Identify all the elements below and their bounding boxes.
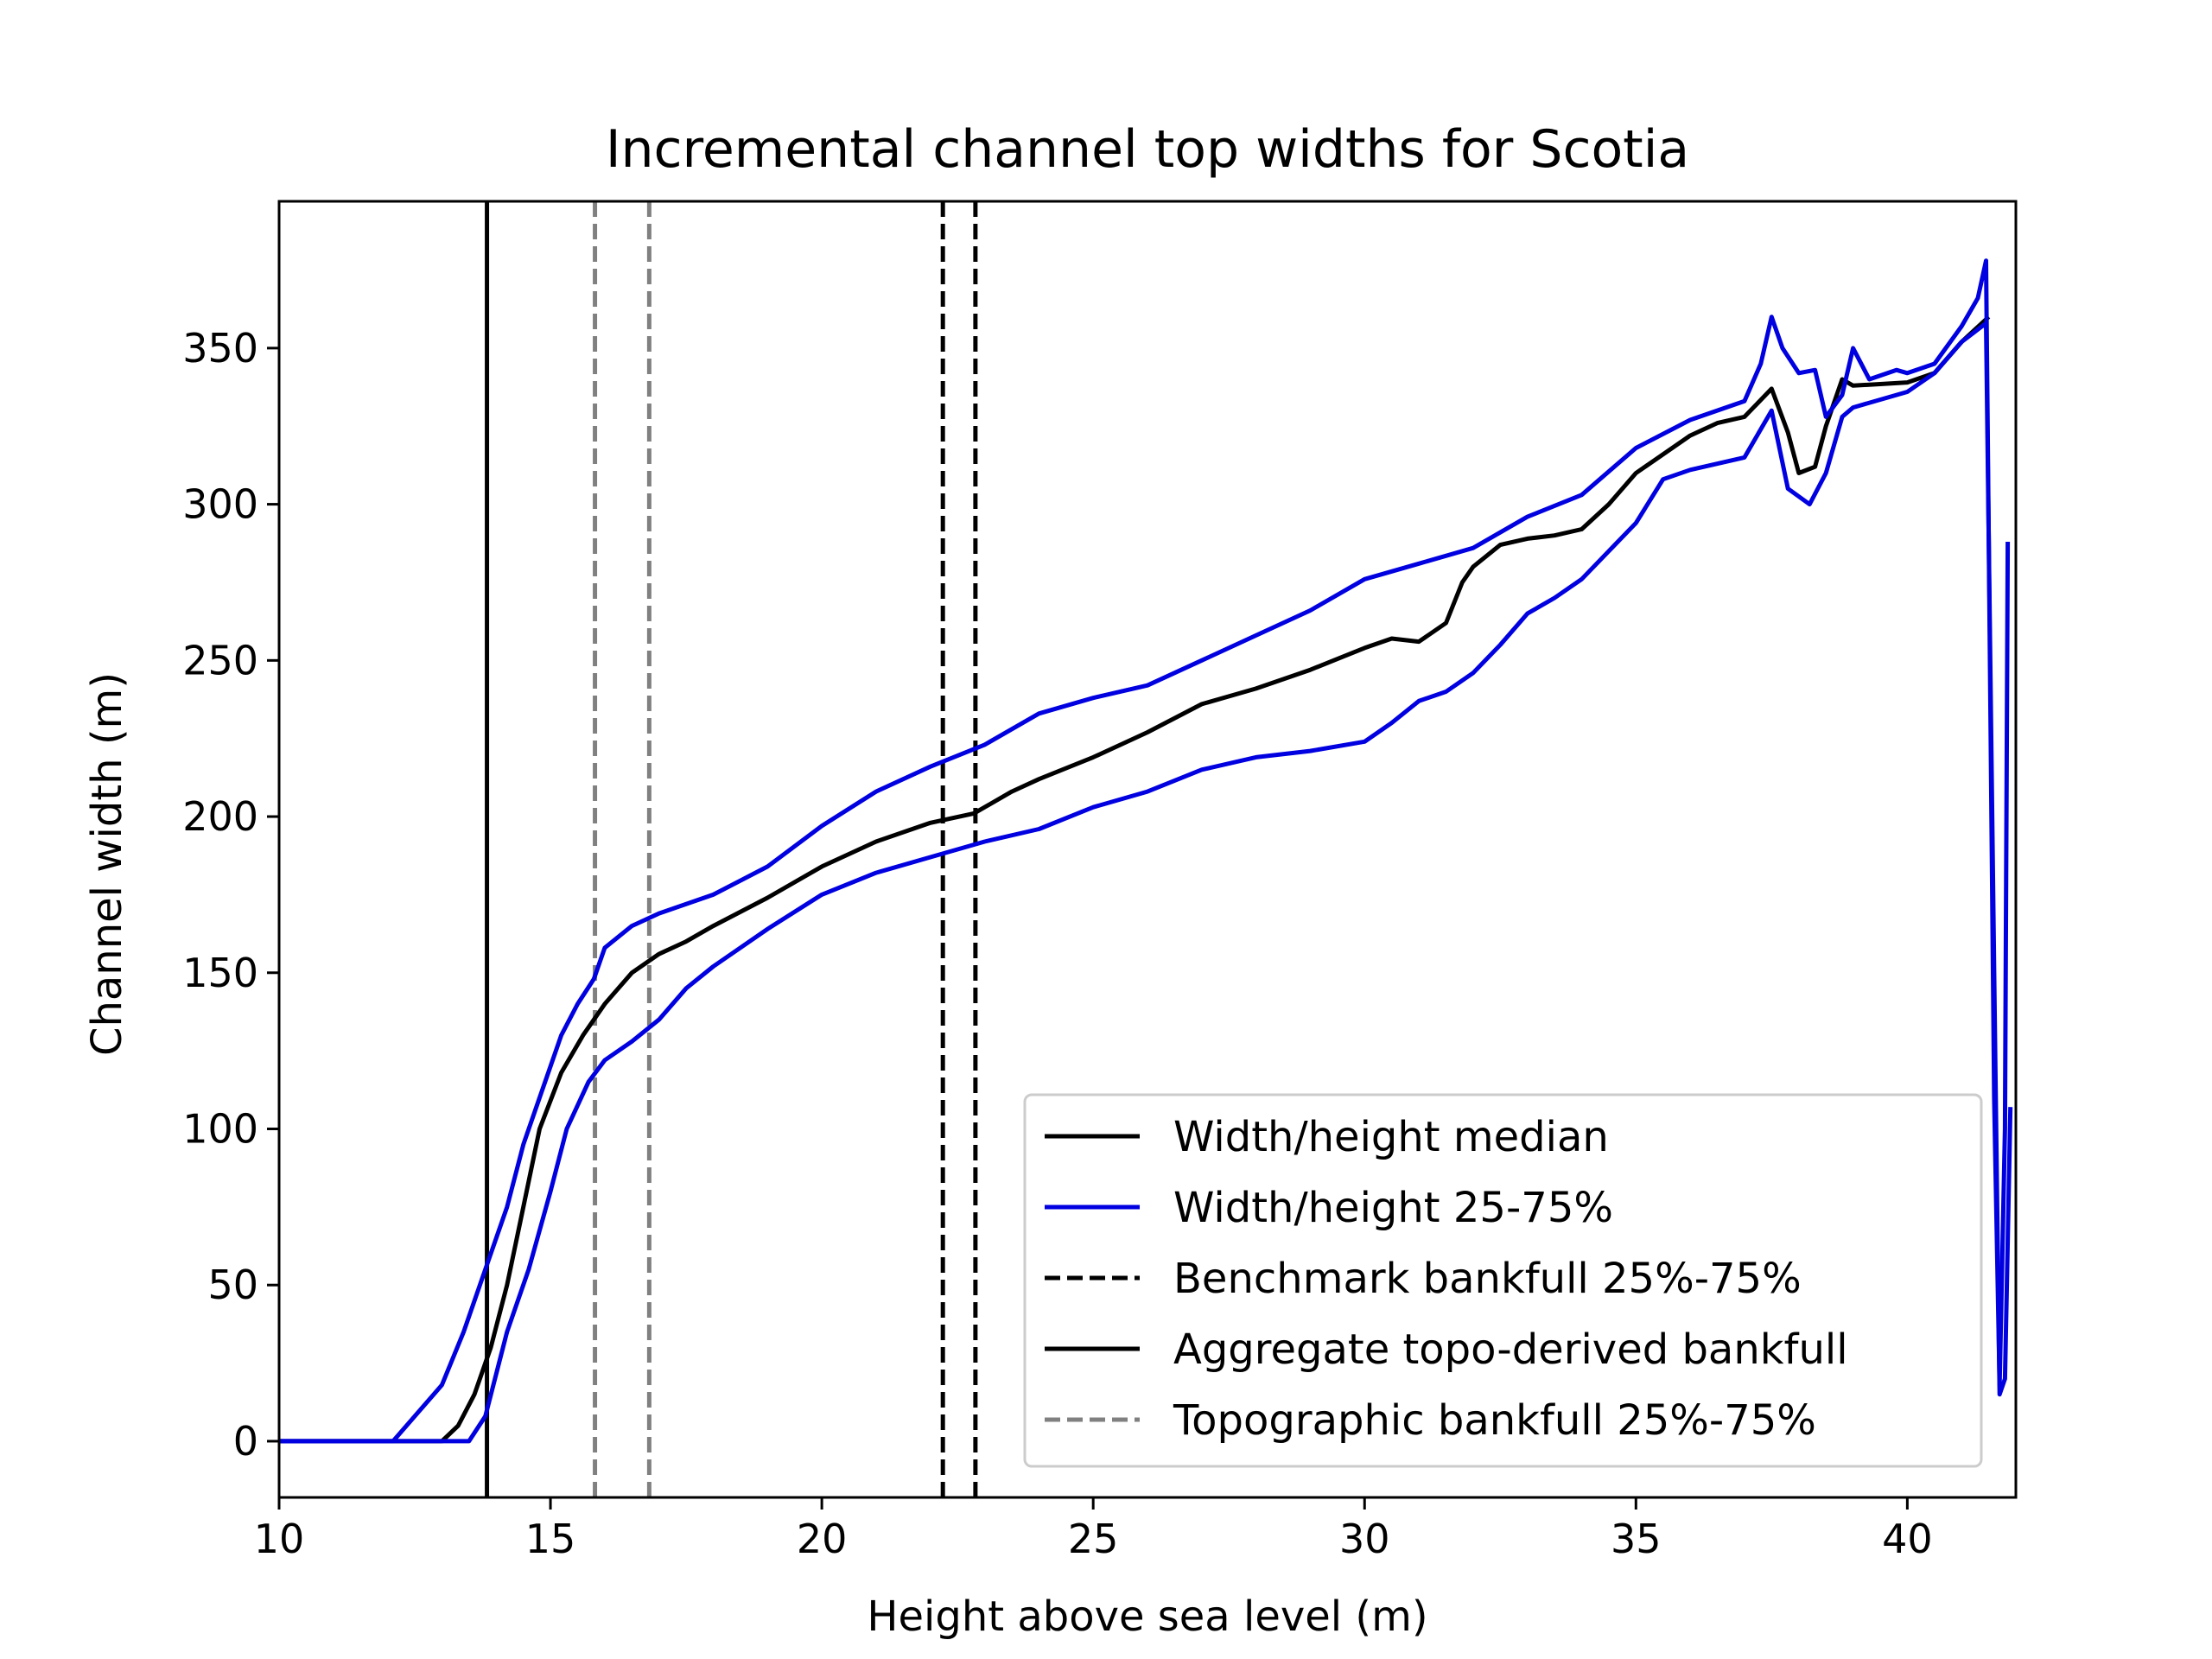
y-tick-label: 100	[182, 1105, 258, 1152]
x-axis: 10 15 20 25 30 35 40	[254, 1497, 1933, 1562]
y-tick-label: 200	[182, 793, 258, 840]
legend-label: Width/height 25-75%	[1173, 1184, 1613, 1232]
series-line-width-height-median	[279, 315, 1991, 1444]
legend-label: Aggregate topo-derived bankfull	[1173, 1325, 1848, 1374]
y-tick-label: 50	[207, 1262, 258, 1308]
legend: Width/height median Width/height 25-75% Be…	[1023, 1093, 1983, 1468]
y-tick-label: 250	[182, 637, 258, 683]
x-axis-label: Height above sea level (m)	[867, 1592, 1427, 1641]
plot-frame	[277, 200, 2018, 1499]
x-tick-label: 20	[797, 1516, 848, 1562]
y-tick-label: 300	[182, 481, 258, 528]
y-tick-label: 350	[182, 325, 258, 372]
legend-label: Topographic bankfull 25%-75%	[1173, 1396, 1816, 1445]
y-tick-label: 150	[182, 950, 258, 996]
x-tick-label: 10	[254, 1516, 305, 1562]
legend-label: Benchmark bankfull 25%-75%	[1173, 1255, 1802, 1303]
x-tick-label: 35	[1611, 1516, 1662, 1562]
y-axis: 0 50 100 150 200 250 300 350	[182, 325, 279, 1465]
legend-label: Width/height median	[1173, 1113, 1609, 1161]
y-axis-label: Channel width (m)	[83, 672, 131, 1056]
x-tick-label: 25	[1068, 1516, 1119, 1562]
series-line-width-height-25-75-lower	[279, 321, 2013, 1444]
y-tick-label: 0	[233, 1418, 258, 1465]
series-group	[279, 201, 2013, 1497]
chart-title: Incremental channel top widths for Scoti…	[606, 119, 1689, 180]
plot-area	[277, 200, 2018, 1499]
legend-box	[1023, 1093, 1983, 1468]
series-line-width-height-25-75-	[279, 258, 2011, 1444]
x-tick-label: 30	[1339, 1516, 1390, 1562]
x-tick-label: 15	[525, 1516, 576, 1562]
x-tick-label: 40	[1882, 1516, 1933, 1562]
